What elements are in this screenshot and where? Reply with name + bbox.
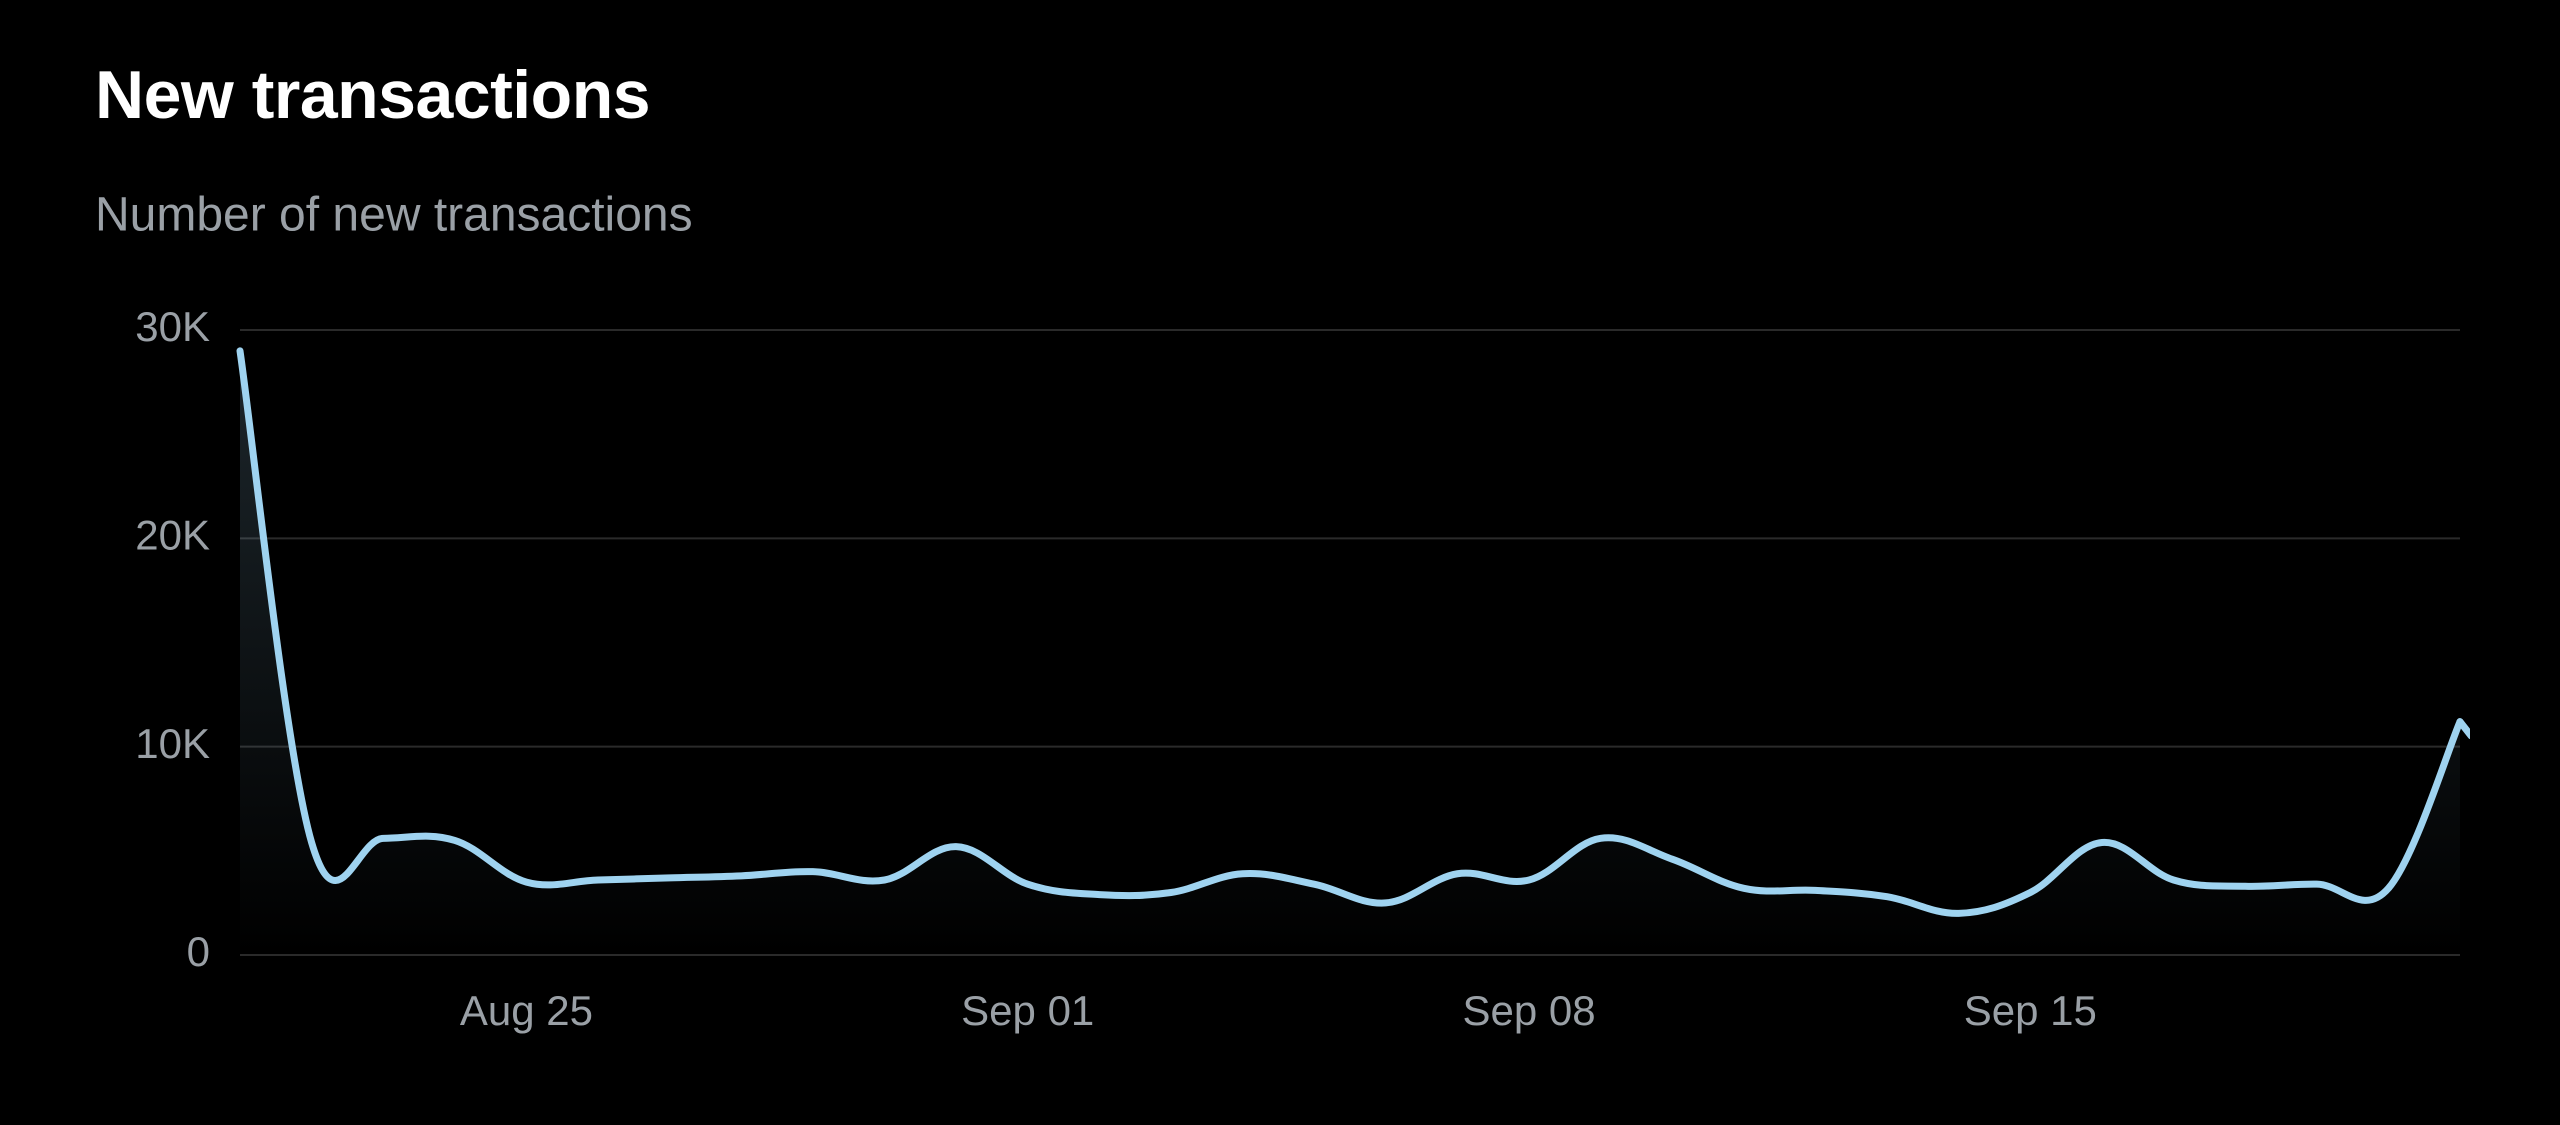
chart-title: New transactions <box>95 56 650 134</box>
y-axis-label: 0 <box>187 928 210 975</box>
series-area <box>240 351 2460 955</box>
chart-subtitle: Number of new transactions <box>95 188 693 243</box>
x-axis-label: Sep 15 <box>1964 987 2097 1034</box>
line-chart: 0 10K 20K 30K Aug 25 Sep 01 Sep 08 Sep 15 <box>90 290 2470 1055</box>
x-axis-label: Sep 08 <box>1462 987 1595 1034</box>
chart-card: New transactions Number of new transacti… <box>0 0 2560 1125</box>
series-line <box>240 351 2460 914</box>
x-axis-label: Sep 01 <box>961 987 1094 1034</box>
x-axis-label: Aug 25 <box>460 987 593 1034</box>
y-axis-label: 30K <box>135 303 210 350</box>
series-line-projected <box>2460 722 2470 851</box>
y-axis-label: 10K <box>135 720 210 767</box>
y-axis-label: 20K <box>135 511 210 558</box>
